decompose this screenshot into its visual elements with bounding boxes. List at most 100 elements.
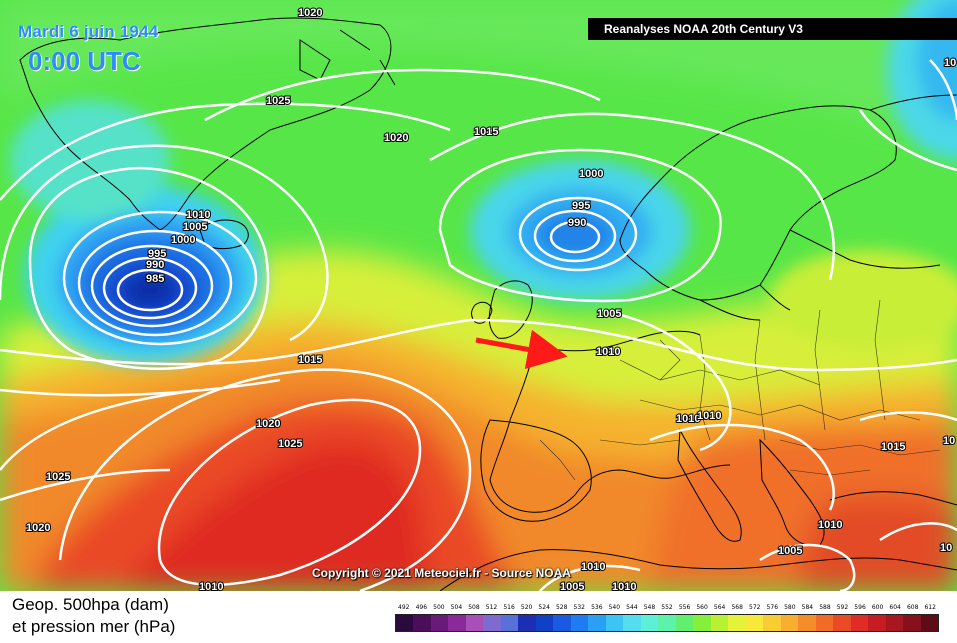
legend-swatch	[903, 615, 921, 631]
legend-tick-label: 508	[468, 604, 480, 611]
isobar-label: 1015	[881, 441, 905, 453]
legend-swatch	[920, 615, 939, 631]
legend-swatch	[868, 615, 886, 631]
legend-tick-label: 548	[643, 604, 656, 611]
legend-tick-label: 576	[766, 604, 779, 611]
geopotential-map-svg: 1020 1025 1020 1015 1010 1005 1000 995 9…	[0, 0, 957, 591]
legend-swatch	[430, 615, 449, 631]
legend-tick-label: 516	[503, 604, 515, 611]
legend-swatch	[500, 615, 519, 631]
legend-tick-label: 572	[749, 604, 761, 611]
legend-swatch	[780, 615, 799, 631]
legend-swatch	[850, 615, 869, 631]
isobar-label: 1005	[560, 581, 584, 591]
isobar-label: 990	[568, 217, 586, 229]
legend-tick-label: 512	[485, 604, 498, 611]
legend-swatch	[465, 615, 484, 631]
isobar-label: 1020	[384, 132, 408, 144]
legend-swatch	[553, 615, 571, 631]
isobar-label: 1015	[298, 354, 322, 366]
legend-tick-label: 604	[889, 604, 901, 611]
legend-swatch	[728, 615, 746, 631]
legend-title-geopotential: Geop. 500hpa (dam)	[12, 595, 169, 614]
legend-tick-label: 544	[626, 604, 638, 611]
isobar-label: 1010	[697, 410, 721, 422]
legend-tick-label: 552	[661, 604, 673, 611]
legend-tick-label: 540	[608, 604, 621, 611]
isobar-label: 1010	[818, 519, 842, 531]
legend-tick-label: 596	[854, 604, 866, 611]
legend-swatch	[605, 615, 624, 631]
isobar-label: 1010	[199, 581, 223, 591]
legend-swatch	[396, 615, 414, 631]
legend-tick-label: 564	[713, 604, 726, 611]
isobar-label: 1020	[298, 7, 322, 19]
legend-tick-label: 496	[415, 604, 428, 611]
isobar-label: 1010	[596, 346, 620, 358]
legend-swatch	[763, 615, 781, 631]
isobar-label: 1005	[183, 221, 207, 233]
isobar-label: 1025	[278, 438, 302, 450]
legend-tick-label: 524	[538, 604, 550, 611]
legend-tick-label: 492	[398, 604, 410, 611]
isobar-label: 10	[940, 542, 952, 554]
isobar-label: 1010	[612, 581, 636, 591]
legend-tick-label: 528	[555, 604, 568, 611]
isobar-label: 1005	[597, 308, 621, 320]
isobar-lines	[0, 59, 957, 591]
legend-swatch	[448, 615, 466, 631]
isobar-label: 1000	[171, 234, 195, 246]
legend-swatch	[798, 615, 816, 631]
landing-arrow	[475, 329, 568, 370]
legend-swatch	[675, 615, 694, 631]
isobar-label: 985	[146, 273, 164, 285]
legend-swatch	[658, 615, 676, 631]
isobar-label: 1010	[581, 561, 605, 573]
source-banner: Reanalyses NOAA 20th Century V3	[588, 18, 957, 40]
isobar-label: 1005	[778, 545, 802, 557]
legend-swatch	[640, 615, 659, 631]
isobar-label: 1025	[46, 471, 70, 483]
legend-tick-label: 608	[906, 604, 919, 611]
legend-tick-label: 580	[784, 604, 796, 611]
weather-map: 1020 1025 1020 1015 1010 1005 1000 995 9…	[0, 0, 957, 591]
legend-tick-label: 612	[924, 604, 936, 611]
copyright-notice: Copyright © 2021 Meteociel.fr - Source N…	[312, 566, 571, 580]
legend-tick-label: 520	[520, 604, 533, 611]
map-time: 0:00 UTC	[28, 46, 141, 76]
legend-swatch	[745, 615, 764, 631]
legend-tick-label: 588	[819, 604, 831, 611]
legend-swatch	[623, 615, 641, 631]
isobar-label: 1000	[579, 168, 603, 180]
legend-swatch	[588, 615, 606, 631]
isobar-label: 10	[944, 57, 956, 69]
isobar-label: 1015	[474, 126, 498, 138]
isobar-label: 1025	[266, 95, 290, 107]
legend-tick-label: 500	[433, 604, 445, 611]
isobar-label: 990	[146, 259, 164, 271]
legend: Geop. 500hpa (dam) et pression mer (hPa)…	[0, 591, 957, 643]
isobar-label: 995	[148, 248, 166, 260]
legend-swatch	[535, 615, 554, 631]
legend-tick-label: 532	[573, 604, 585, 611]
isobar-label: 995	[572, 200, 590, 212]
legend-swatch	[710, 615, 729, 631]
legend-tick-label: 568	[731, 604, 743, 611]
legend-swatch	[885, 615, 904, 631]
isobar-label: 1020	[256, 418, 280, 430]
legend-swatch	[413, 615, 431, 631]
legend-swatch	[833, 615, 851, 631]
isobar-label: 1020	[26, 522, 50, 534]
legend-tick-label: 600	[871, 604, 884, 611]
legend-swatch	[483, 615, 501, 631]
legend-tick-label: 504	[450, 604, 463, 611]
isobar-label: 10	[943, 435, 955, 447]
map-date: Mardi 6 juin 1944	[18, 22, 159, 41]
legend-tick-label: 560	[696, 604, 708, 611]
legend-color-scale	[395, 614, 939, 632]
geopotential-field	[0, 0, 957, 591]
legend-tick-label: 584	[801, 604, 814, 611]
isobar-labels: 1020 1025 1020 1015 1010 1005 1000 995 9…	[25, 6, 957, 591]
isobar-label: 1010	[186, 209, 210, 221]
legend-title-pressure: et pression mer (hPa)	[12, 617, 176, 636]
